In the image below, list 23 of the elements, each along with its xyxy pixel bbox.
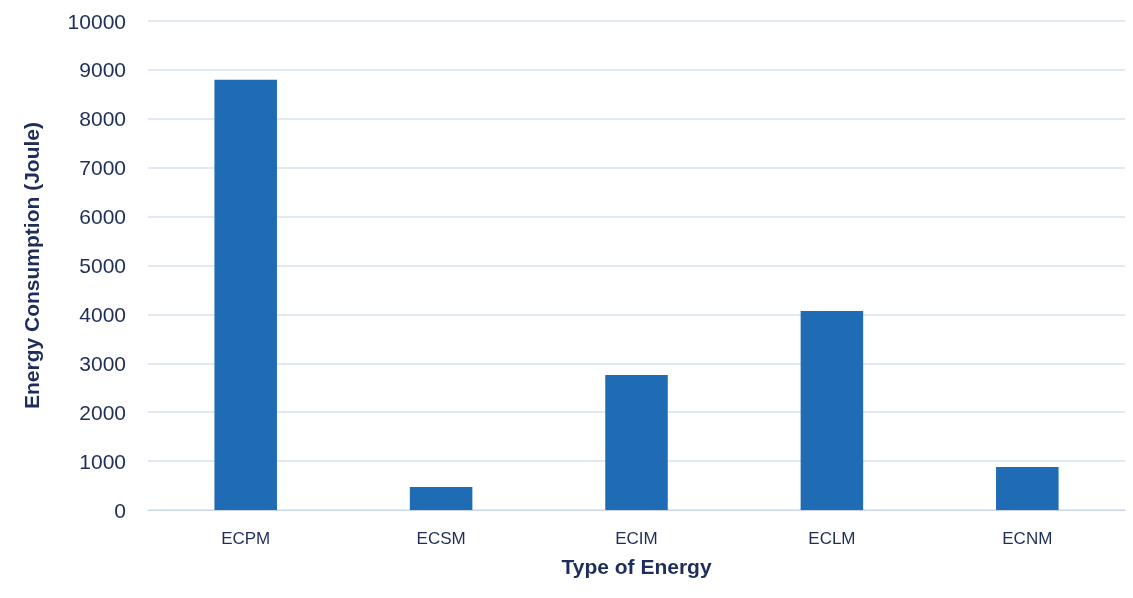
y-tick-label: 8000	[79, 107, 126, 131]
bar	[605, 375, 668, 510]
x-tick-label: ECNM	[1002, 529, 1053, 548]
bar	[996, 466, 1059, 510]
y-tick-label: 3000	[79, 351, 126, 375]
y-tick-label: 0	[114, 498, 126, 522]
bar	[214, 79, 277, 510]
y-tick-label: 1000	[79, 449, 126, 473]
y-tick-label: 6000	[79, 205, 126, 229]
x-tick-label: ECSM	[416, 529, 466, 548]
y-tick-label: 4000	[79, 302, 126, 326]
x-axis-title: Type of Energy	[561, 555, 712, 578]
y-tick-label: 5000	[79, 254, 126, 277]
bar	[409, 487, 473, 510]
y-axis-title: Energy Consumption (Joule)	[20, 121, 43, 410]
y-tick-label: 2000	[79, 400, 126, 424]
bar	[800, 310, 864, 510]
x-tick-label: ECLM	[808, 529, 856, 548]
y-tick-label: 10000	[67, 9, 126, 33]
x-tick-label: ECPM	[221, 529, 271, 548]
y-tick-label: 9000	[79, 58, 126, 82]
x-tick-label: ECIM	[615, 529, 658, 548]
y-tick-label: 7000	[79, 156, 126, 180]
